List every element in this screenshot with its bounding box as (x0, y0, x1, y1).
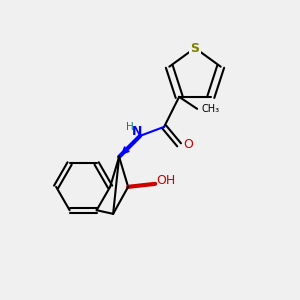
Text: H: H (126, 122, 134, 132)
Text: CH₃: CH₃ (202, 104, 220, 114)
Text: O: O (184, 138, 194, 151)
Text: S: S (190, 41, 200, 55)
Text: OH: OH (157, 174, 176, 187)
Text: N: N (132, 125, 142, 138)
